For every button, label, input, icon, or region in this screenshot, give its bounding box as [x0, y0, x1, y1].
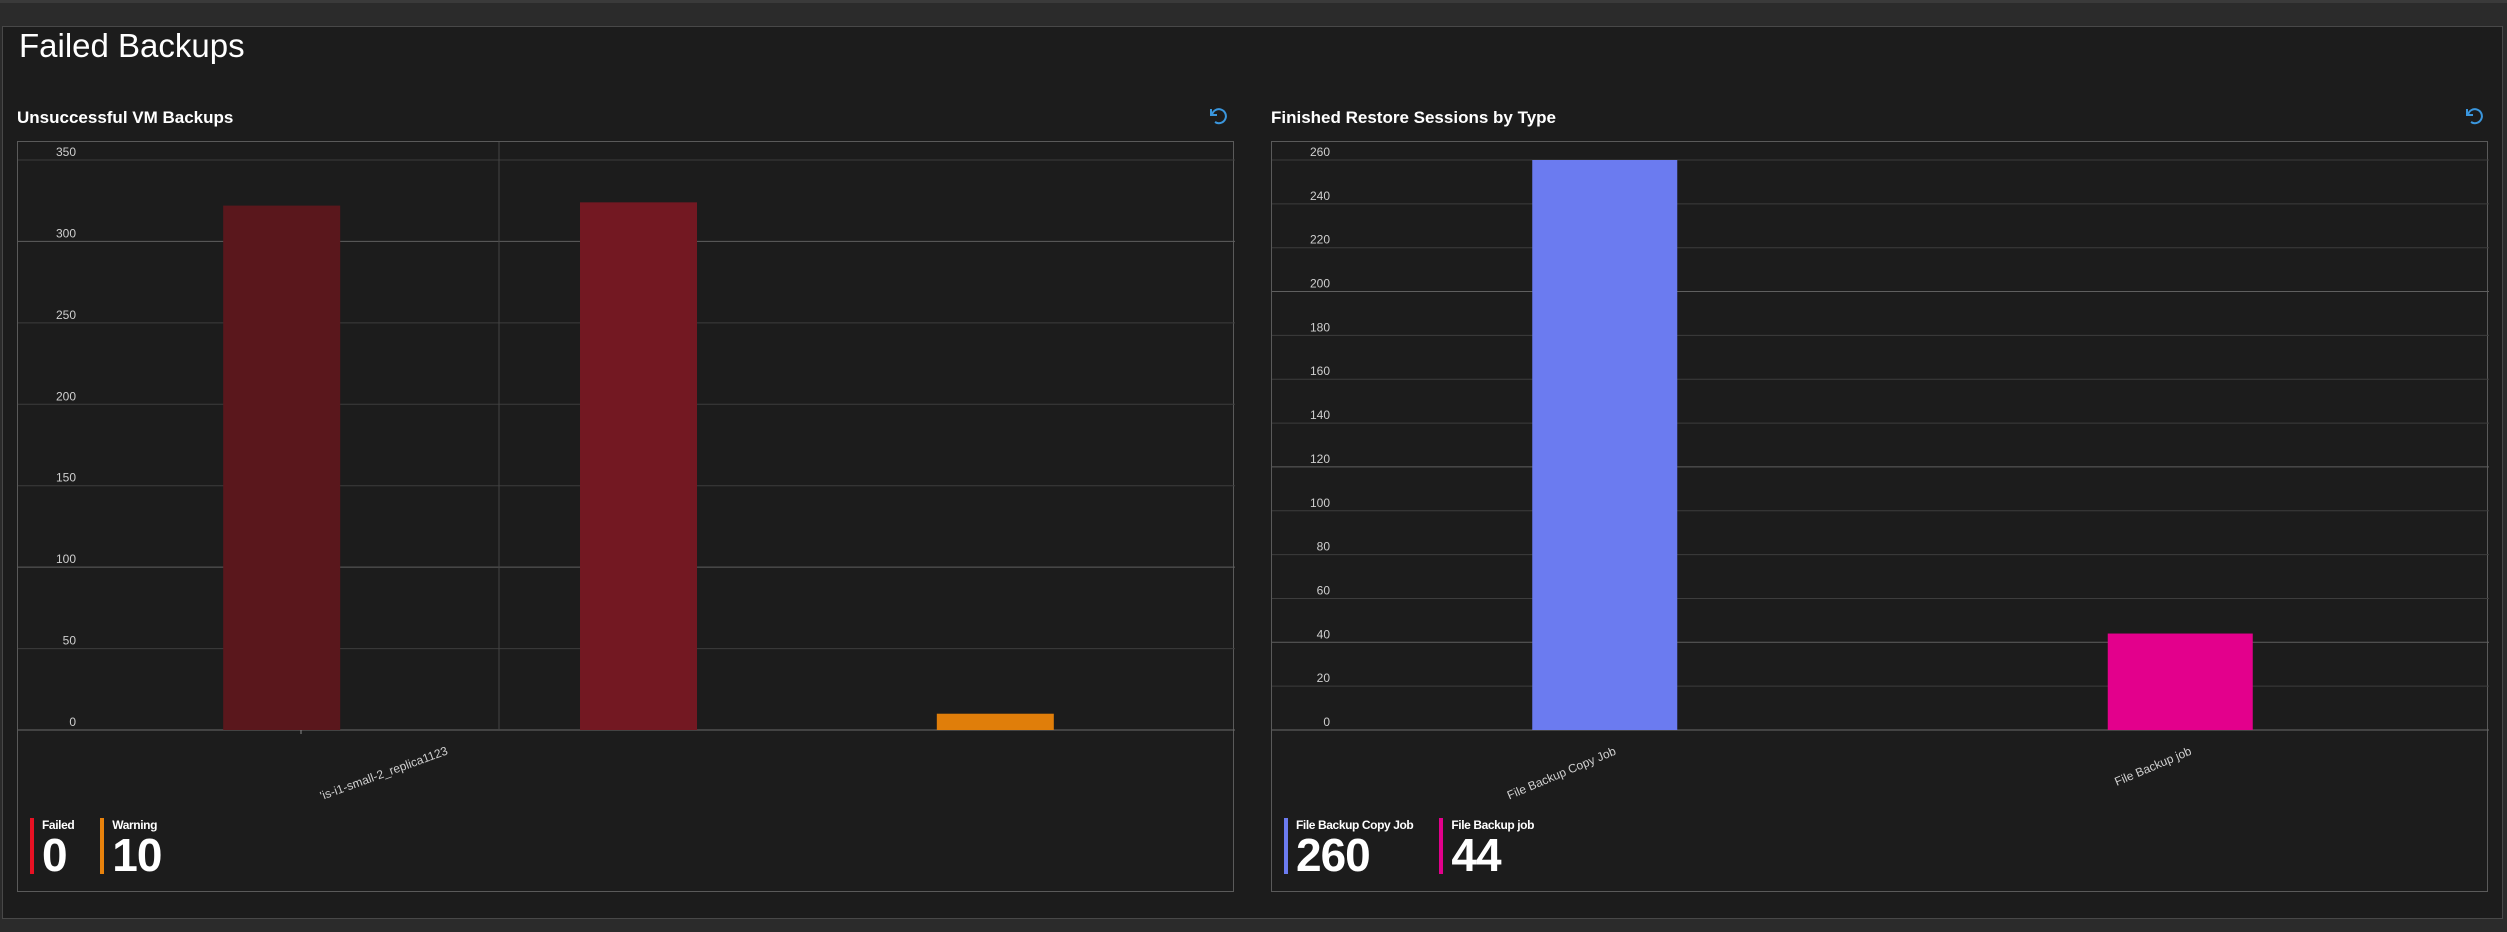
y-tick-label: 150: [56, 471, 76, 485]
restore-bar-chart: 0 20 40 60 80 100 120 140 160 180 200 220 240 260 File…: [1272, 145, 2489, 803]
y-tick-label: 160: [1310, 364, 1330, 378]
y-tick-label: 0: [69, 715, 76, 729]
x-tick-label: File Backup job: [2112, 744, 2193, 789]
y-tick-label: 260: [1310, 145, 1330, 159]
legend-text: Failed 0: [42, 818, 75, 881]
bar[interactable]: 10: [936, 713, 1054, 730]
legend-label: Warning: [112, 818, 158, 832]
legend-color-swatch: [1284, 818, 1288, 874]
legend-value: 0: [42, 829, 68, 881]
y-tick-label: 200: [56, 389, 76, 403]
y-tick-label: 0: [1323, 715, 1330, 729]
y-tick-label: 20: [1317, 671, 1331, 685]
refresh-icon[interactable]: [2462, 104, 2486, 128]
legend-item[interactable]: Failed 0: [30, 818, 75, 881]
legend-item[interactable]: File Backup Copy Job 260: [1284, 818, 1414, 881]
bar[interactable]: 324: [580, 202, 697, 730]
y-tick-label: 60: [1317, 583, 1331, 597]
legend-label: File Backup Copy Job: [1296, 818, 1414, 832]
dashboard-title: Failed Backups: [19, 27, 245, 64]
restore-chart-frame: 0 20 40 60 80 100 120 140 160 180 200 220 240 260 File…: [1271, 141, 2489, 892]
top-border: [0, 0, 2507, 3]
legend-text: File Backup job 44: [1451, 818, 1534, 878]
legend-text: File Backup Copy Job 260: [1296, 818, 1414, 881]
x-tick-label: 'is-i1-small-2_replica1123: [318, 744, 450, 803]
restore-chart-title: Finished Restore Sessions by Type: [1271, 108, 1556, 127]
vm-chart-title: Unsuccessful VM Backups: [17, 108, 234, 127]
legend-item[interactable]: Warning 10: [100, 818, 162, 881]
y-tick-label: 180: [1310, 320, 1330, 334]
legend-text: Warning 10: [112, 818, 162, 881]
y-tick-label: 200: [1310, 277, 1330, 291]
legend-value: 44: [1451, 829, 1501, 881]
legend-item[interactable]: File Backup job 44: [1439, 818, 1534, 878]
legend-value: 260: [1296, 829, 1371, 881]
vm-bar-chart: 0 50 100 150 200 250 300 350 322 324 10 'is-i1-s…: [18, 142, 1235, 803]
x-tick-label: File Backup Copy Job: [1505, 744, 1618, 803]
legend-color-swatch: [1439, 818, 1444, 874]
refresh-icon[interactable]: [1206, 104, 1230, 128]
y-tick-label: 140: [1310, 408, 1330, 422]
y-tick-label: 80: [1317, 540, 1331, 554]
y-tick-label: 100: [56, 552, 76, 566]
restore-chart-legend: File Backup Copy Job 260 File Backup job 44: [1284, 818, 1560, 878]
bar[interactable]: File Backup job 44: [2107, 633, 2253, 730]
bar[interactable]: File Backup Copy Job 260: [1532, 160, 1678, 730]
legend-color-swatch: [100, 818, 105, 874]
y-tick-label: 250: [56, 308, 76, 322]
legend-label: Failed: [42, 818, 75, 832]
y-tick-label: 350: [56, 145, 76, 159]
legend-label: File Backup job: [1451, 818, 1535, 832]
y-tick-label: 220: [1310, 233, 1330, 247]
legend-value: 10: [112, 829, 162, 881]
y-tick-label: 100: [1310, 496, 1330, 510]
y-tick-label: 240: [1310, 189, 1330, 203]
y-tick-label: 120: [1310, 452, 1330, 466]
bar[interactable]: 322: [223, 205, 341, 731]
y-tick-label: 50: [63, 634, 77, 648]
y-tick-label: 40: [1317, 627, 1331, 641]
vm-chart-legend: Failed 0 Warning 10: [30, 818, 187, 878]
legend-color-swatch: [30, 818, 34, 874]
y-tick-label: 300: [56, 226, 76, 240]
